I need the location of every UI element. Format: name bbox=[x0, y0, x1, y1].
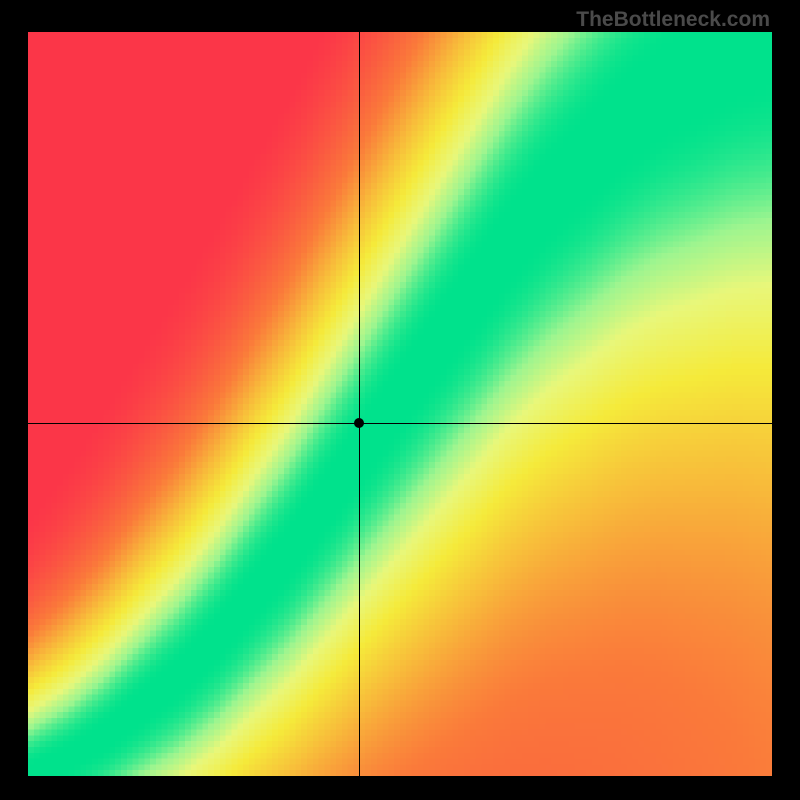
bottleneck-heatmap bbox=[28, 32, 772, 776]
crosshair-vertical bbox=[359, 32, 360, 776]
heatmap-canvas bbox=[28, 32, 772, 776]
crosshair-horizontal bbox=[28, 423, 772, 424]
selection-marker bbox=[354, 418, 364, 428]
watermark-text: TheBottleneck.com bbox=[576, 8, 770, 32]
